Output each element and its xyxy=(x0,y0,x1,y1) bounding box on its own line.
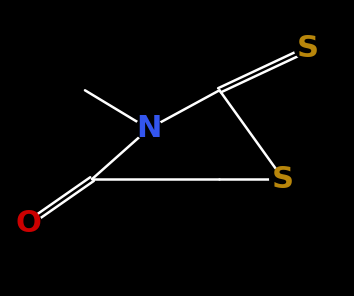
Text: N: N xyxy=(136,114,161,143)
Circle shape xyxy=(295,38,321,60)
Text: O: O xyxy=(15,209,41,238)
Text: S: S xyxy=(297,34,319,63)
Circle shape xyxy=(15,212,42,235)
Circle shape xyxy=(270,168,297,190)
Circle shape xyxy=(135,118,162,140)
Text: S: S xyxy=(272,165,294,194)
